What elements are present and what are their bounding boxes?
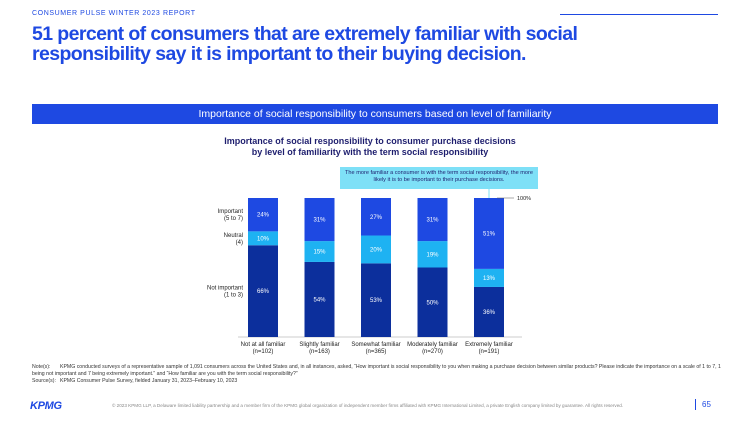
chart-title-line-1: Importance of social responsibility to c… xyxy=(224,136,516,146)
bar-value-label: 20% xyxy=(370,247,383,253)
note-row: Note(s): KPMG conducted surveys of a repr… xyxy=(32,364,722,378)
series-label: (5 to 7) xyxy=(224,216,243,222)
source-text: KPMG Consumer Pulse Survey, fielded Janu… xyxy=(60,378,238,384)
page-number: 65 xyxy=(702,400,711,409)
bar-segment xyxy=(304,261,335,337)
bar-value-label: 13% xyxy=(483,276,496,282)
bar-segment xyxy=(304,198,335,242)
x-tick-label: Extremely familiar xyxy=(465,342,513,348)
x-tick-label-n: (n=163) xyxy=(309,349,330,355)
bar-value-label: 27% xyxy=(370,215,383,221)
note-label: Note(s): xyxy=(32,364,51,370)
copyright-text: © 2023 KPMG LLP, a Delaware limited liab… xyxy=(112,403,624,408)
bar-segment xyxy=(248,245,278,337)
reference-label: 100% xyxy=(517,196,531,202)
x-tick-label: Not at all familiar xyxy=(241,342,286,348)
section-banner: Importance of social responsibility to c… xyxy=(32,104,718,124)
chart-title: Importance of social responsibility to c… xyxy=(120,136,620,158)
bar-value-label: 53% xyxy=(370,298,383,304)
kpmg-logo: KPMG xyxy=(30,400,62,412)
bar-segment xyxy=(361,235,391,264)
x-tick-label-n: (n=270) xyxy=(422,349,443,355)
bar-value-label: 66% xyxy=(257,289,270,295)
note-text: KPMG conducted surveys of a representati… xyxy=(32,364,721,377)
callout-box: The more familiar a consumer is with the… xyxy=(340,167,538,189)
chart-title-line-2: by level of familiarity with the term so… xyxy=(251,147,489,157)
bar-value-label: 24% xyxy=(257,213,270,219)
bar-segment xyxy=(248,231,278,246)
series-label: (1 to 3) xyxy=(224,293,243,299)
page-headline: 51 percent of consumers that are extreme… xyxy=(32,23,578,65)
bar-segment xyxy=(417,267,448,337)
bar-value-label: 10% xyxy=(257,236,270,242)
header-rule xyxy=(560,14,718,15)
source-row: Source(s): KPMG Consumer Pulse Survey, fi… xyxy=(32,378,722,385)
source-label: Source(s): xyxy=(32,378,56,384)
bar-segment xyxy=(474,198,504,269)
bar-segment xyxy=(361,198,391,236)
page-number-divider xyxy=(695,399,696,410)
x-tick-label-n: (n=102) xyxy=(253,349,274,355)
bar-segment xyxy=(248,198,278,232)
bar-segment xyxy=(474,268,504,287)
bar-value-label: 15% xyxy=(313,250,326,256)
bar-value-label: 36% xyxy=(483,310,496,316)
notes-section: Note(s): KPMG conducted surveys of a repr… xyxy=(32,364,722,385)
bar-segment xyxy=(417,241,448,268)
report-kicker: CONSUMER PULSE WINTER 2023 REPORT xyxy=(32,10,196,17)
series-label: Not important xyxy=(207,286,243,292)
bar-value-label: 54% xyxy=(313,297,326,303)
x-tick-label: Moderately familiar xyxy=(407,342,458,348)
bar-value-label: 31% xyxy=(313,218,326,224)
x-tick-label: Slightly familiar xyxy=(299,342,339,348)
bar-value-label: 19% xyxy=(426,252,439,258)
bar-segment xyxy=(474,286,504,337)
series-label: Important xyxy=(218,209,244,215)
x-tick-label-n: (n=191) xyxy=(479,349,500,355)
bar-segment xyxy=(361,263,391,337)
bar-segment xyxy=(304,241,335,262)
bar-value-label: 50% xyxy=(426,300,439,306)
x-tick-label-n: (n=365) xyxy=(366,349,387,355)
x-tick-label: Somewhat familiar xyxy=(351,342,400,348)
bar-value-label: 51% xyxy=(483,231,496,237)
series-label: Neutral xyxy=(224,233,243,239)
bar-value-label: 31% xyxy=(426,218,439,224)
series-label: (4) xyxy=(236,240,243,246)
bar-segment xyxy=(417,198,448,242)
